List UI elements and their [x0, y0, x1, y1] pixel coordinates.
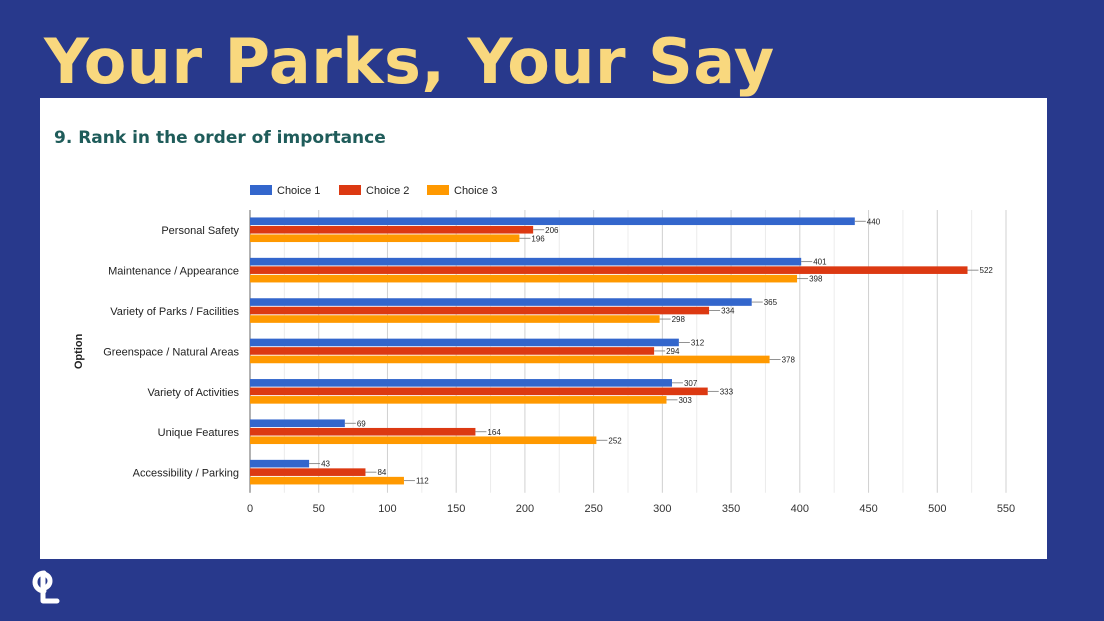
x-tick-label: 250	[584, 503, 602, 515]
data-label: 440	[867, 217, 881, 226]
bar	[250, 274, 798, 283]
x-tick-label: 400	[791, 503, 809, 515]
bar	[250, 379, 672, 387]
bar	[250, 298, 752, 306]
data-label: 398	[809, 275, 823, 284]
bar	[250, 436, 597, 445]
chart-panel: 9. Rank in the order of importance 0 50 10…	[40, 98, 1047, 559]
category-label: Variety of Parks / Facilities	[110, 306, 239, 318]
x-tick-label: 350	[722, 503, 740, 515]
bar	[250, 315, 660, 323]
data-label: 334	[721, 307, 735, 316]
x-tick-label: 0	[247, 503, 253, 515]
data-label: 196	[531, 234, 545, 243]
bar-chart: 0 50 100 150 200 250 300 350 400 450 500 550 Option C…	[73, 185, 1015, 515]
bar	[250, 419, 345, 428]
data-label: 378	[782, 355, 796, 364]
x-tick-label: 550	[997, 503, 1015, 515]
data-label: 303	[678, 396, 692, 405]
bar	[250, 225, 534, 234]
data-label: 333	[720, 387, 734, 396]
data-label: 365	[764, 298, 778, 307]
data-label: 401	[813, 258, 827, 267]
bar	[250, 396, 667, 404]
data-label: 164	[487, 428, 501, 437]
category-label: Greenspace / Natural Areas	[103, 346, 239, 358]
data-label: 312	[691, 338, 705, 347]
bar	[250, 217, 855, 226]
bar	[250, 387, 708, 396]
x-tick-label: 300	[653, 503, 671, 515]
chart-title: 9. Rank in the order of importance	[54, 128, 386, 148]
x-tick-label: 150	[447, 503, 465, 515]
bar	[250, 468, 366, 476]
legend-label: Choice 1	[277, 185, 320, 197]
legend-swatch	[250, 185, 272, 195]
x-tick-label: 450	[859, 503, 877, 515]
data-label: 294	[666, 347, 680, 356]
x-tick-label: 200	[516, 503, 534, 515]
data-label: 522	[980, 266, 994, 275]
data-label: 307	[684, 379, 698, 388]
cpl-logo-icon	[32, 570, 60, 604]
bar	[250, 234, 520, 243]
category-label: Unique Features	[158, 427, 240, 439]
bar	[250, 266, 968, 274]
x-tick-label: 100	[378, 503, 396, 515]
bar	[250, 459, 310, 468]
slide-title: Your Parks, Your Say	[44, 25, 775, 98]
y-axis-title: Option	[73, 333, 85, 369]
bar	[250, 476, 404, 485]
x-tick-label: 50	[313, 503, 325, 515]
bar	[250, 347, 655, 355]
bar	[250, 427, 476, 436]
data-label: 252	[608, 436, 622, 445]
category-label: Personal Safety	[161, 225, 239, 237]
category-label: Accessibility / Parking	[133, 468, 239, 480]
category-label: Maintenance / Appearance	[108, 266, 239, 278]
bar	[250, 306, 710, 315]
bar	[250, 257, 802, 266]
data-label: 84	[377, 468, 386, 477]
x-tick-label: 500	[928, 503, 946, 515]
bar	[250, 355, 770, 364]
category-label: Variety of Activities	[148, 387, 240, 399]
legend-swatch	[427, 185, 449, 195]
data-label: 298	[672, 315, 686, 324]
bar	[250, 338, 679, 347]
data-label: 43	[321, 460, 330, 469]
data-label: 206	[545, 226, 559, 235]
legend-label: Choice 2	[366, 185, 409, 197]
data-label: 69	[357, 419, 366, 428]
legend-swatch	[339, 185, 361, 195]
data-label: 112	[416, 477, 429, 486]
legend-label: Choice 3	[454, 185, 497, 197]
